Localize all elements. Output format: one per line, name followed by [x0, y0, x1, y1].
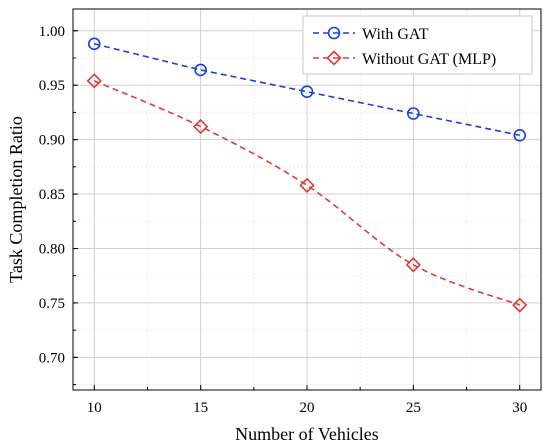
- marker-circle: [407, 107, 420, 120]
- axis-ticks: 10 15 20 25 30 0.70 0.75 0.80 0.85 0.90 0.95 1.00: [39, 24, 527, 416]
- legend-label: With GAT: [362, 26, 429, 43]
- legend-item: Without GAT (MLP): [313, 50, 496, 68]
- legend-label: Without GAT (MLP): [362, 51, 496, 68]
- series-line: [93, 80, 521, 306]
- x-tick-label: 10: [87, 400, 102, 416]
- legend: With GAT Without GAT (MLP): [302, 15, 533, 75]
- marker-diamond: [326, 50, 342, 66]
- series-line: [94, 43, 520, 137]
- y-axis-label: Task Completion Ratio: [6, 116, 26, 283]
- marker-circle: [327, 26, 341, 40]
- x-axis-label: Number of Vehicles: [235, 424, 379, 444]
- x-tick-label: 25: [406, 400, 421, 416]
- marker-circle: [300, 85, 314, 99]
- y-tick-label: 1.00: [39, 24, 65, 40]
- y-tick-label: 0.85: [39, 187, 65, 203]
- marker-circle: [513, 128, 527, 142]
- marker-diamond: [512, 297, 528, 313]
- marker-diamond: [193, 118, 209, 135]
- x-tick-label: 15: [193, 400, 208, 416]
- y-tick-label: 0.80: [39, 241, 65, 257]
- y-tick-label: 0.90: [39, 133, 65, 149]
- marker-diamond: [405, 257, 421, 273]
- y-tick-label: 0.95: [39, 78, 65, 94]
- legend-box: [302, 15, 533, 75]
- y-tick-label: 0.70: [39, 350, 65, 366]
- marker-diamond: [86, 73, 102, 89]
- series-1: [87, 37, 527, 142]
- legend-item: With GAT: [313, 26, 429, 43]
- marker-circle: [87, 37, 101, 51]
- series-layer: [86, 37, 528, 313]
- marker-diamond: [299, 177, 315, 193]
- x-tick-label: 30: [512, 400, 527, 416]
- marker-circle: [194, 63, 207, 77]
- series-2: [86, 73, 528, 313]
- y-tick-label: 0.75: [39, 296, 65, 312]
- x-tick-label: 20: [300, 400, 315, 416]
